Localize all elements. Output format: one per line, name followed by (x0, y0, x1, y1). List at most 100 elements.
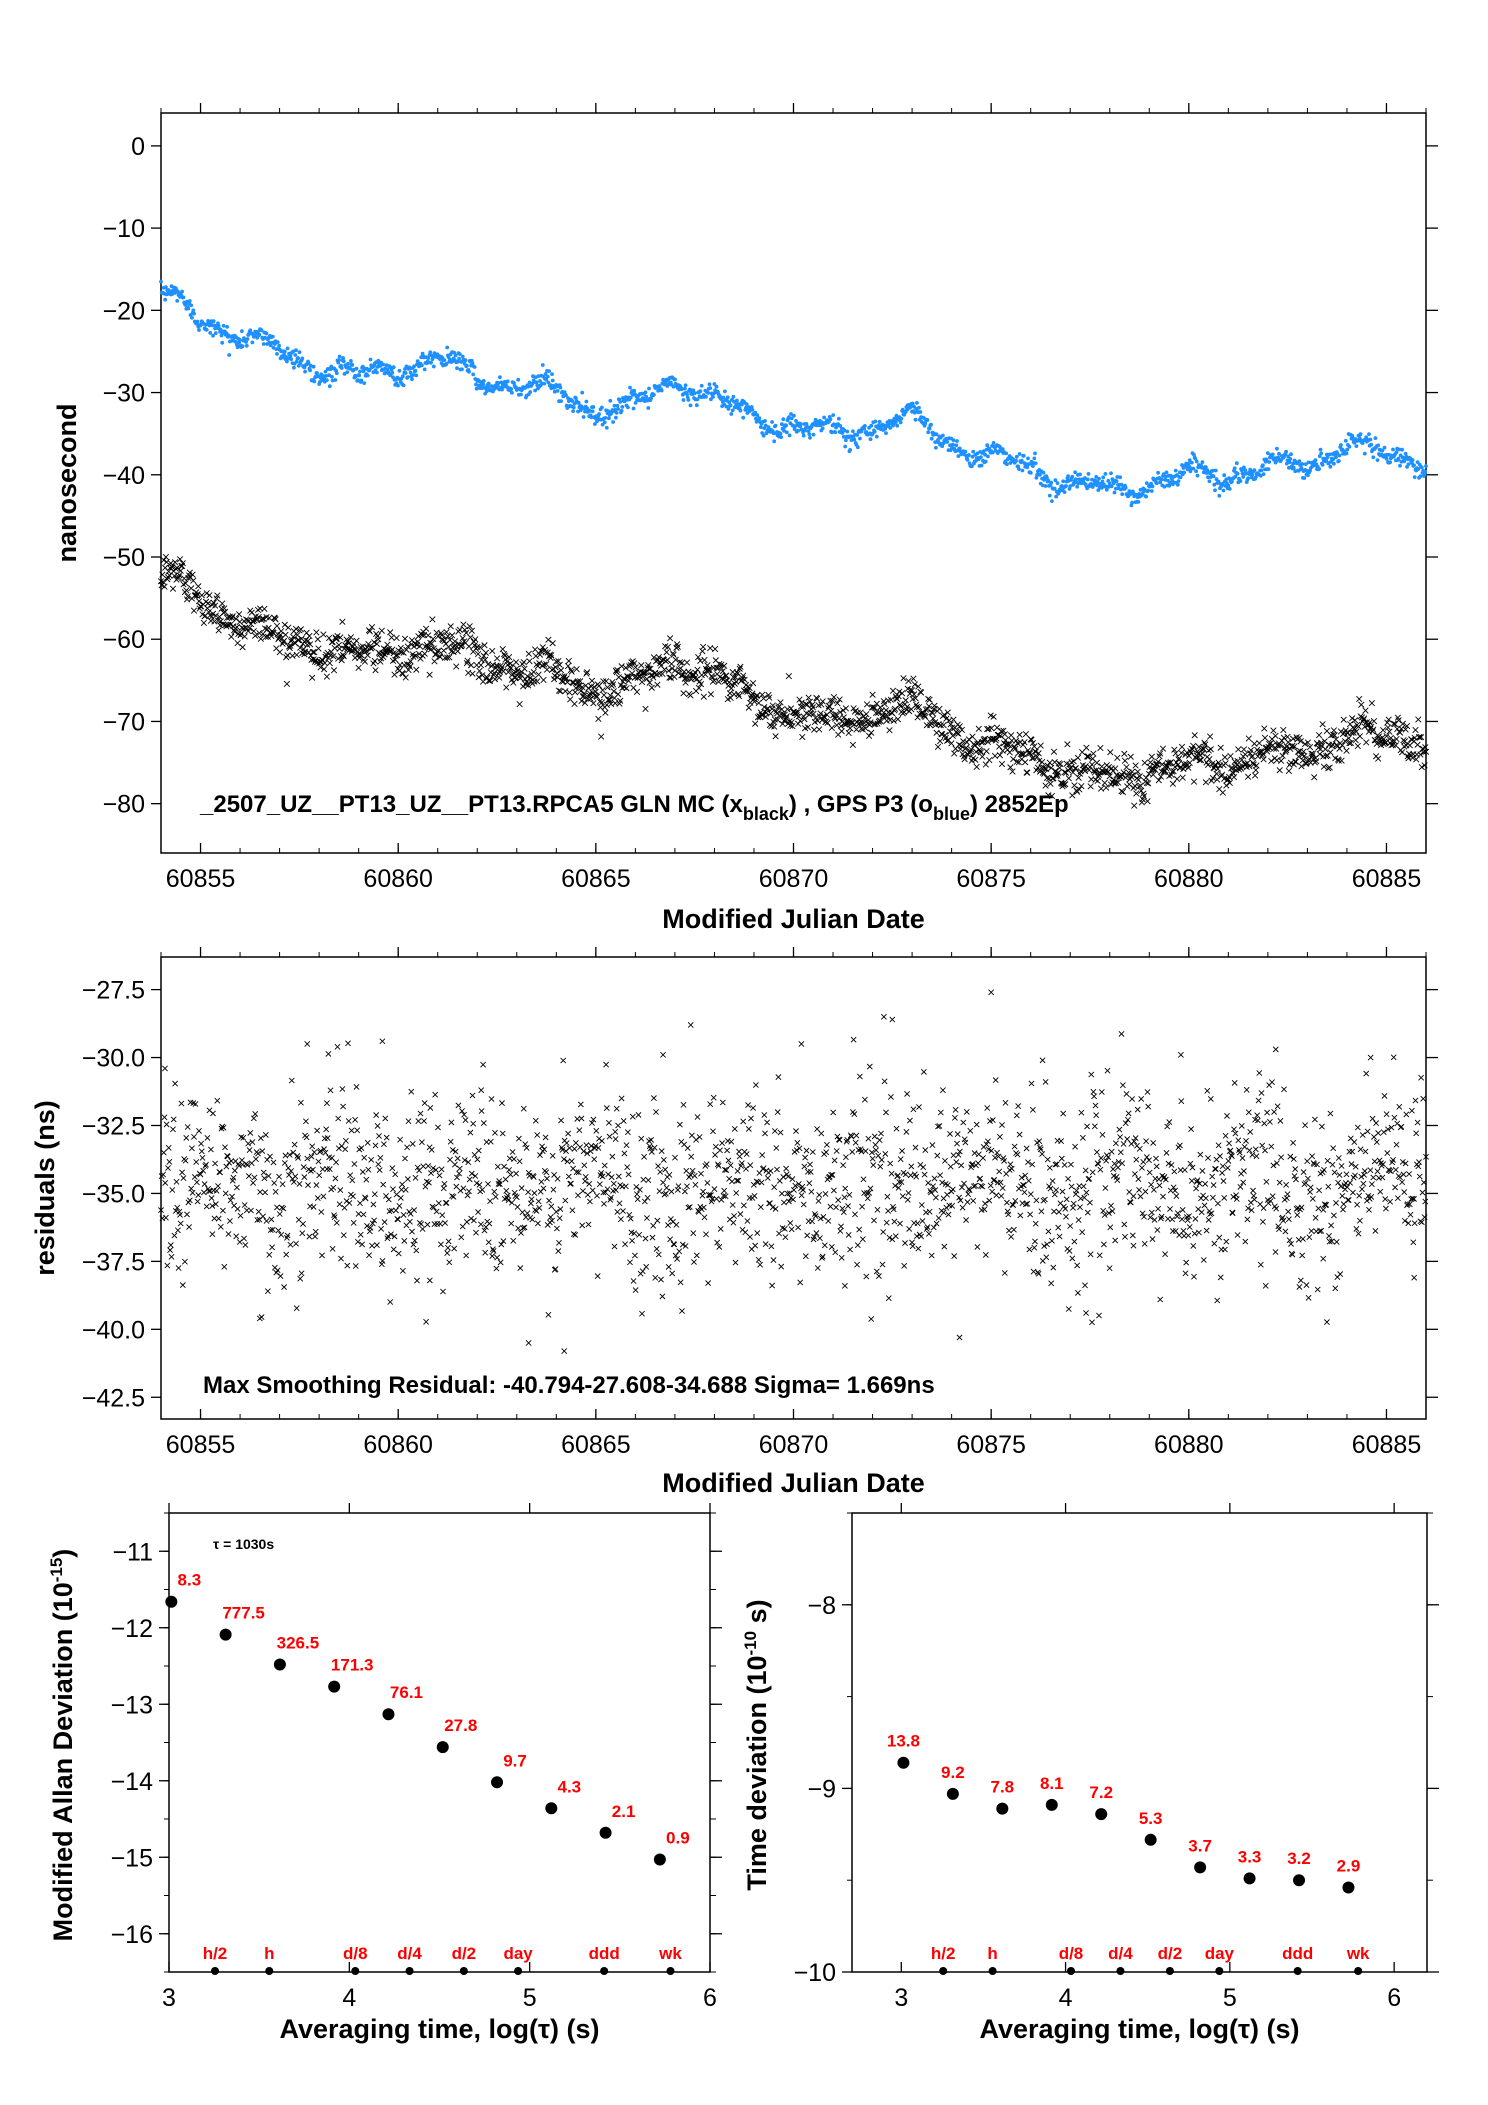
data-point-o (706, 391, 710, 395)
data-point-x (281, 1284, 288, 1291)
data-point-x (698, 1170, 704, 1177)
data-point-o (401, 374, 405, 379)
data-point-o (358, 369, 362, 374)
data-point-x (415, 650, 423, 658)
data-point-o (282, 349, 287, 354)
data-point-o (1156, 470, 1160, 475)
data-point-x (203, 590, 210, 597)
data-point-o (750, 407, 755, 412)
data-point-x (875, 709, 882, 716)
data-point-x (1101, 779, 1108, 787)
data-point-x (555, 1248, 562, 1255)
data-point-x (908, 687, 916, 694)
data-point-o (455, 366, 459, 370)
data-point-x (587, 695, 594, 702)
y-tick-label: −37.5 (82, 1248, 145, 1276)
data-point-x (505, 653, 513, 661)
data-point-o (730, 408, 735, 413)
data-point-x (1029, 739, 1037, 747)
data-point-x (939, 1179, 946, 1186)
data-point-x (778, 706, 786, 713)
data-point-x (459, 635, 466, 642)
data-point-x (996, 743, 1003, 750)
data-point-x (1171, 763, 1179, 771)
data-point-x (878, 1156, 885, 1163)
data-point-x (1007, 732, 1015, 739)
data-point-x (663, 1184, 670, 1191)
data-point-x (579, 1188, 586, 1194)
data-point-x (653, 1245, 660, 1252)
data-point-x (1341, 737, 1349, 745)
data-point-x (204, 605, 211, 612)
data-point-x (1072, 765, 1079, 772)
data-point-o (431, 364, 436, 369)
annotation-prefix: _2507_UZ__PT13_UZ__PT13.RPCA5 GLN MC (x (199, 791, 744, 818)
data-point-x (311, 658, 319, 665)
data-point-x (497, 1259, 504, 1266)
data-point-x (364, 652, 371, 659)
data-point-x (308, 1153, 315, 1160)
data-point-x (823, 1141, 830, 1148)
data-point-x (973, 763, 980, 771)
data-point-x (785, 1198, 792, 1205)
data-point-x (958, 1184, 965, 1191)
data-point-x (804, 1168, 811, 1175)
data-point-x (665, 667, 672, 674)
data-point-x (344, 638, 352, 645)
data-point-o (545, 374, 550, 379)
data-point-x (486, 677, 494, 685)
data-point-o (934, 432, 939, 437)
plot-annotation: _2507_UZ__PT13_UZ__PT13.RPCA5 GLN MC (xb… (199, 791, 1069, 824)
data-point-x (794, 1139, 801, 1146)
data-point-o (1297, 459, 1302, 464)
data-point-x (896, 1179, 903, 1186)
data-point-o (955, 439, 959, 443)
data-point-o (1258, 473, 1263, 478)
data-point-x (161, 1114, 168, 1121)
data-point-x (438, 1166, 445, 1173)
data-point-x (1024, 769, 1031, 776)
data-point-x (1052, 772, 1060, 780)
data-point-x (864, 1190, 870, 1197)
data-point-x (598, 1137, 605, 1144)
data-point-x (928, 1252, 935, 1259)
data-point-o (1250, 473, 1255, 477)
data-point-x (639, 1268, 646, 1275)
data-point-o (1014, 454, 1019, 459)
data-point-x (375, 636, 382, 643)
data-point-x (505, 1197, 512, 1204)
data-point-x (287, 638, 295, 645)
data-point-x (764, 1175, 771, 1181)
data-point-x (947, 721, 954, 728)
data-point-o (1398, 463, 1402, 468)
data-point-x (366, 1228, 373, 1235)
data-point-x (540, 1185, 547, 1192)
data-point-x (897, 1156, 904, 1163)
data-point-x (446, 1259, 453, 1266)
data-point-x (1055, 769, 1062, 776)
x-tick-label: 60885 (1352, 1431, 1422, 1459)
data-point-x (355, 664, 362, 672)
data-point-o (212, 323, 217, 328)
data-point-o (327, 384, 332, 389)
data-point-o (1033, 461, 1038, 466)
data-point-x (800, 1201, 807, 1208)
data-point-x (290, 633, 297, 640)
data-point-x (1222, 760, 1229, 767)
data-point-x (793, 1147, 800, 1154)
data-point-x (475, 1209, 482, 1216)
data-point-o (1358, 432, 1363, 436)
data-point-o (683, 383, 688, 388)
data-point-o (1291, 461, 1295, 466)
data-point-x (282, 631, 289, 638)
data-point-x (808, 701, 816, 709)
data-point-x (360, 1211, 367, 1218)
data-point-x (732, 1259, 739, 1266)
data-point-o (501, 385, 506, 389)
data-point-x (634, 1191, 640, 1198)
data-point-o (211, 333, 215, 338)
data-point-o (971, 449, 976, 454)
data-point-o (923, 421, 928, 426)
data-point-x (936, 737, 944, 745)
data-point-x (1140, 792, 1148, 800)
